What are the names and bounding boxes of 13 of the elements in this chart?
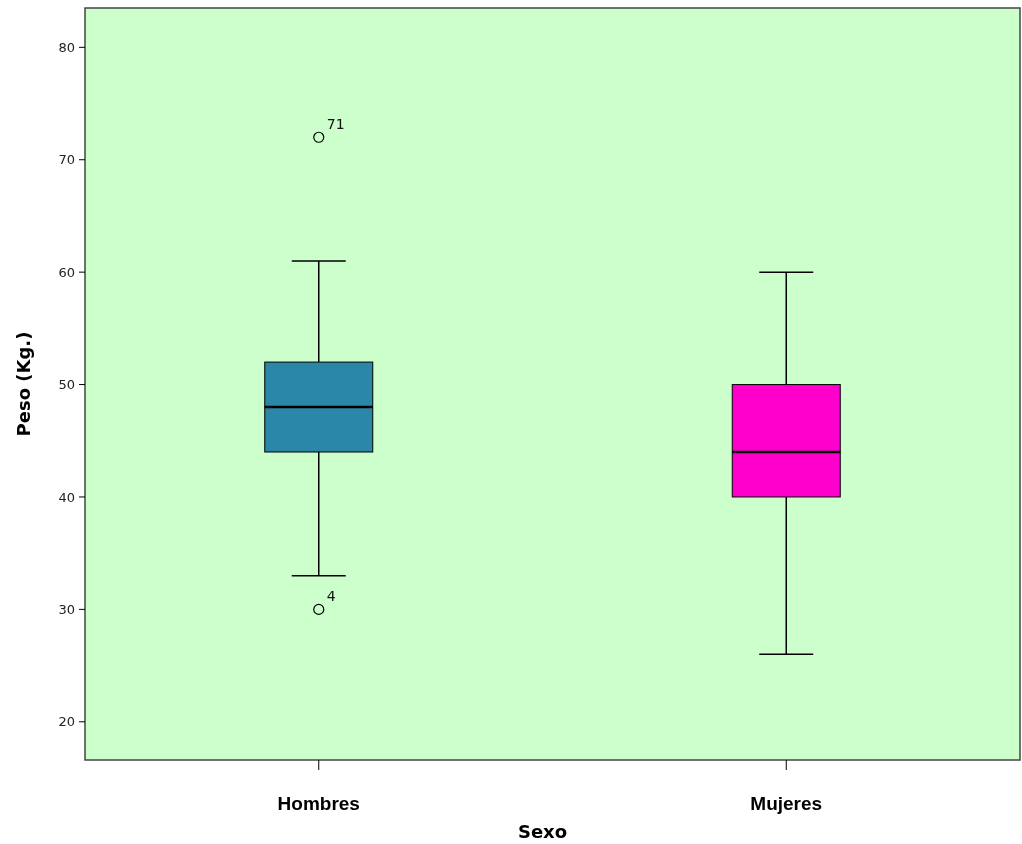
x-tick-label: Mujeres (750, 793, 823, 814)
y-tick-label: 30 (58, 601, 75, 617)
x-axis-title: Sexo (517, 821, 568, 842)
annotation: 4 (326, 588, 336, 605)
y-tick-label: 50 (58, 377, 75, 393)
x-tick-label: Hombres (277, 793, 360, 814)
y-tick-label: 80 (58, 39, 75, 55)
y-tick-label: 40 (58, 489, 75, 505)
y-tick-label: 70 (58, 152, 75, 168)
y-tick-label: 20 (58, 714, 75, 730)
y-tick-label: 60 (58, 264, 75, 280)
y-axis-title: Peso (Kg.) (13, 331, 34, 437)
annotation: 71 (326, 116, 345, 133)
